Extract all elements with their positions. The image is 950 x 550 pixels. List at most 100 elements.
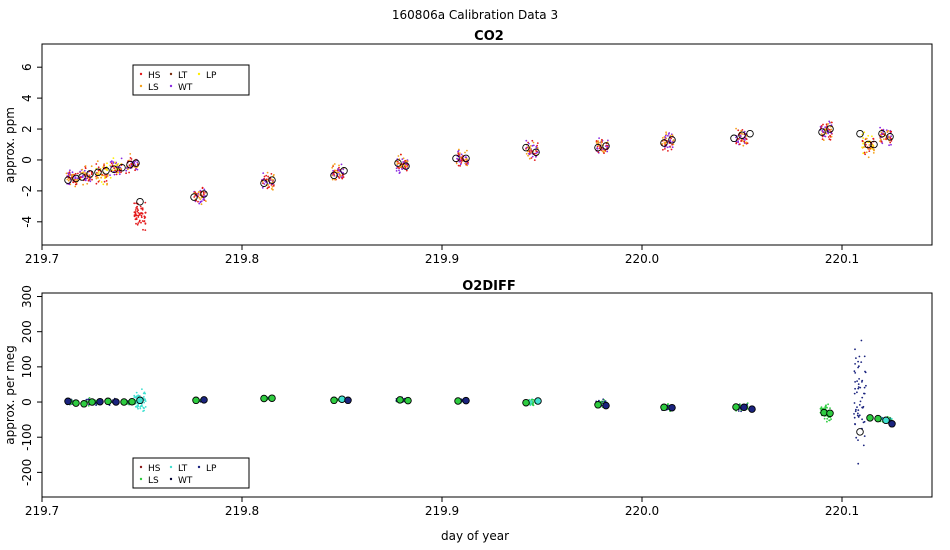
data-point — [401, 168, 404, 171]
data-point — [862, 152, 865, 155]
data-point — [881, 142, 884, 145]
data-point — [84, 172, 87, 175]
data-point — [536, 142, 539, 145]
data-point — [265, 178, 268, 181]
data-point — [528, 157, 531, 160]
data-point — [101, 173, 103, 176]
legend-label: LP — [206, 71, 217, 81]
data-point — [103, 177, 106, 180]
data-point — [890, 417, 893, 420]
data-point — [405, 169, 408, 172]
data-point — [77, 172, 79, 175]
data-point — [262, 182, 264, 185]
data-point — [668, 145, 671, 148]
data-point — [100, 176, 102, 179]
data-point — [97, 177, 99, 179]
data-point — [530, 400, 533, 402]
data-point — [342, 174, 344, 176]
data-point — [665, 133, 668, 136]
data-point — [128, 159, 131, 162]
data-point — [861, 418, 863, 421]
data-point — [830, 132, 833, 135]
data-point — [86, 182, 89, 185]
data-point — [741, 129, 744, 131]
legend-swatch — [169, 84, 173, 88]
data-point — [193, 196, 196, 198]
legend-swatch — [139, 72, 143, 76]
data-point — [120, 157, 123, 160]
data-point — [858, 365, 860, 368]
data-point — [823, 135, 826, 137]
mean-marker — [190, 193, 198, 201]
mean-marker — [394, 159, 402, 167]
data-point — [139, 406, 142, 408]
data-point — [529, 148, 532, 151]
data-point — [669, 134, 672, 137]
plot-frame — [41, 292, 933, 498]
x-tick-label: 219.7 — [25, 252, 59, 266]
data-point — [860, 361, 863, 363]
mean-marker — [402, 162, 410, 170]
data-point — [142, 406, 145, 409]
legend: HS LT LP LS WT — [132, 457, 250, 489]
data-point — [197, 193, 200, 195]
data-point — [820, 406, 823, 408]
mean-marker — [96, 397, 104, 406]
mean-marker — [104, 397, 112, 406]
mean-marker — [80, 400, 88, 408]
data-point — [859, 400, 862, 403]
x-tick-label: 220.1 — [825, 252, 859, 266]
mean-marker — [268, 394, 276, 402]
data-point — [87, 404, 90, 407]
data-point — [339, 174, 342, 177]
data-point — [460, 159, 463, 162]
data-point — [144, 400, 147, 402]
data-point — [114, 169, 117, 172]
y-axis: -200 -100 0 100 200 300 — [20, 285, 42, 486]
data-point — [111, 169, 114, 172]
data-point — [271, 185, 274, 188]
mean-marker — [732, 403, 740, 411]
data-point — [331, 173, 334, 175]
data-point — [871, 147, 873, 150]
data-point — [737, 137, 740, 140]
data-point — [824, 126, 827, 129]
data-point — [822, 139, 825, 142]
data-point — [331, 178, 334, 181]
data-point — [133, 162, 136, 165]
data-point — [740, 140, 743, 143]
mean-marker — [452, 154, 460, 163]
data-point — [141, 405, 144, 407]
data-point — [458, 148, 460, 151]
data-point — [661, 143, 663, 145]
mean-markers — [64, 125, 894, 206]
data-point — [105, 176, 108, 178]
data-point — [333, 173, 335, 176]
data-point — [863, 146, 865, 148]
data-point — [828, 138, 831, 141]
mean-marker — [594, 401, 602, 409]
data-point — [742, 144, 745, 147]
data-point — [270, 173, 273, 175]
data-point — [269, 177, 272, 180]
mean-marker — [136, 197, 144, 206]
data-point — [401, 158, 404, 161]
chart-title: CO2 — [474, 29, 504, 44]
data-point — [735, 136, 737, 139]
data-point — [140, 214, 143, 217]
data-point — [860, 339, 863, 342]
data-point — [854, 363, 856, 365]
data-point — [854, 423, 856, 425]
data-point — [402, 157, 405, 160]
legend-swatch — [169, 465, 173, 469]
data-point — [868, 150, 871, 153]
mean-marker — [94, 168, 102, 177]
y-tick-label: 0 — [20, 156, 34, 164]
data-point — [862, 421, 865, 424]
data-point — [464, 162, 467, 165]
data-point — [831, 121, 833, 124]
mean-marker — [870, 140, 878, 149]
data-point — [830, 128, 833, 131]
data-point — [142, 392, 145, 395]
data-point — [671, 143, 673, 146]
